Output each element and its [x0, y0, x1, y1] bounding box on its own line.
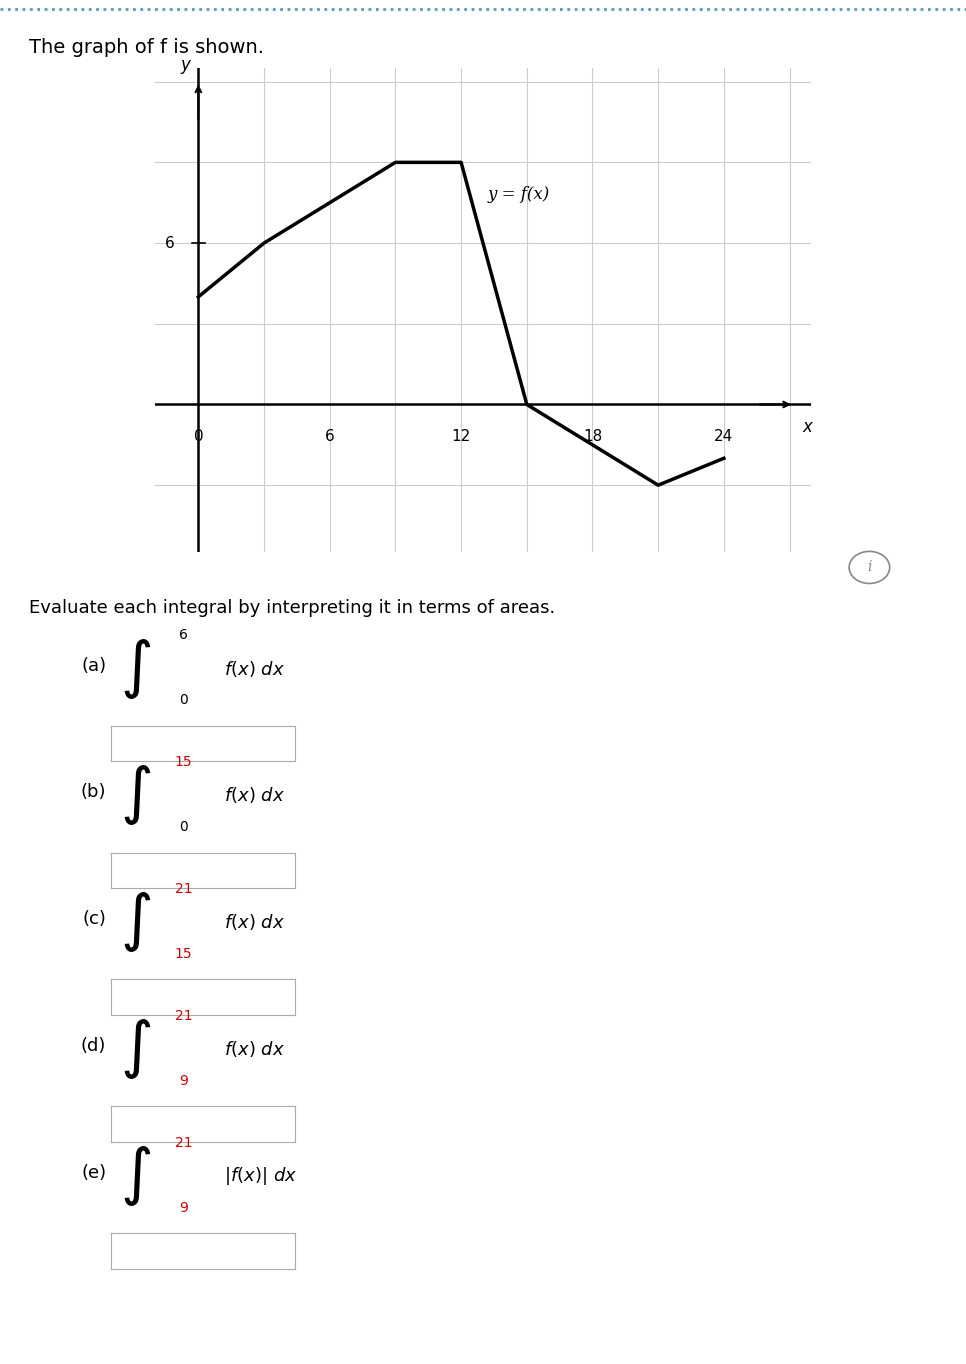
Text: 15: 15 [175, 756, 192, 769]
Text: y = f(x): y = f(x) [488, 186, 550, 203]
Text: 0: 0 [179, 820, 187, 833]
Text: 0: 0 [193, 428, 203, 443]
Text: (c): (c) [82, 910, 106, 929]
Text: 12: 12 [451, 428, 470, 443]
Text: (d): (d) [81, 1037, 106, 1056]
Text: 6: 6 [179, 629, 187, 642]
Text: (a): (a) [81, 656, 106, 675]
Text: x: x [803, 417, 812, 436]
Text: $\int$: $\int$ [120, 637, 152, 701]
Text: $f(x)\ dx$: $f(x)\ dx$ [224, 786, 285, 805]
Text: 0: 0 [179, 693, 187, 707]
Text: (e): (e) [81, 1163, 106, 1183]
Text: The graph of f is shown.: The graph of f is shown. [29, 38, 264, 57]
Text: 9: 9 [179, 1200, 187, 1214]
Text: i: i [867, 561, 871, 574]
Text: 15: 15 [175, 947, 192, 960]
Text: Evaluate each integral by interpreting it in terms of areas.: Evaluate each integral by interpreting i… [29, 599, 555, 618]
Text: 6: 6 [325, 428, 334, 443]
Text: 21: 21 [175, 1136, 192, 1150]
Text: $\int$: $\int$ [120, 1144, 152, 1209]
Text: $|f(x)|\ dx$: $|f(x)|\ dx$ [224, 1165, 297, 1187]
Text: $\int$: $\int$ [120, 891, 152, 955]
Text: 24: 24 [714, 428, 733, 443]
Text: $f(x)\ dx$: $f(x)\ dx$ [224, 913, 285, 932]
Text: 9: 9 [179, 1073, 187, 1087]
Text: $\int$: $\int$ [120, 764, 152, 828]
Text: 21: 21 [175, 1009, 192, 1023]
Text: 6: 6 [164, 236, 174, 251]
Text: 21: 21 [175, 883, 192, 896]
Text: $\int$: $\int$ [120, 1018, 152, 1082]
Text: 18: 18 [582, 428, 602, 443]
Text: $f(x)\ dx$: $f(x)\ dx$ [224, 1039, 285, 1058]
Text: y: y [181, 56, 190, 74]
Text: (b): (b) [81, 783, 106, 802]
Text: $f(x)\ dx$: $f(x)\ dx$ [224, 659, 285, 678]
